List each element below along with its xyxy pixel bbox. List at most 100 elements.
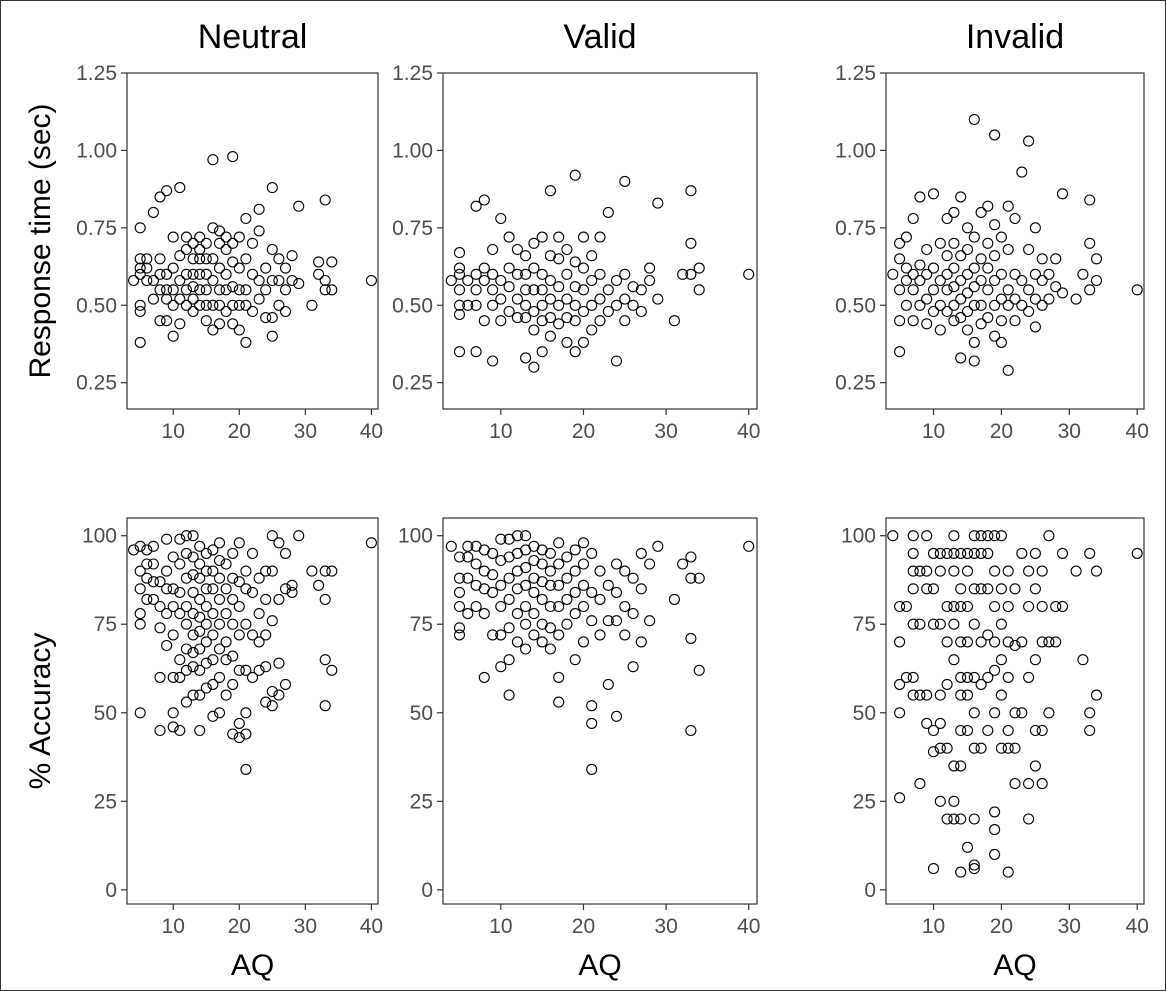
data-point bbox=[240, 253, 252, 265]
data-point bbox=[279, 284, 292, 296]
data-point bbox=[968, 618, 980, 630]
data-point bbox=[577, 600, 590, 613]
data-point bbox=[1016, 299, 1028, 311]
data-point bbox=[921, 243, 933, 256]
data-point bbox=[594, 231, 606, 243]
data-point bbox=[194, 664, 206, 676]
data-point bbox=[1023, 305, 1035, 318]
data-point bbox=[174, 671, 186, 683]
data-point bbox=[948, 262, 960, 274]
data-point bbox=[286, 579, 298, 591]
data-point bbox=[520, 284, 532, 296]
data-point bbox=[194, 558, 206, 570]
data-point bbox=[1036, 636, 1048, 648]
data-point bbox=[627, 661, 639, 673]
data-point bbox=[194, 689, 206, 701]
data-point bbox=[174, 250, 186, 262]
x-tick-label: 20 bbox=[572, 420, 595, 443]
data-point bbox=[1023, 778, 1035, 790]
data-point bbox=[561, 243, 573, 256]
data-point bbox=[594, 315, 606, 327]
data-point bbox=[561, 336, 573, 348]
data-point bbox=[511, 293, 523, 305]
panel-valid-rt: 10 20 30 40 0.25 0.50 0.75 1.00 1.25 Valid bbox=[392, 18, 760, 443]
data-point bbox=[161, 565, 173, 577]
data-point bbox=[180, 530, 192, 542]
data-point bbox=[693, 262, 705, 274]
data-point bbox=[968, 355, 980, 367]
data-point bbox=[167, 231, 179, 243]
data-point bbox=[154, 315, 166, 327]
data-point bbox=[187, 530, 199, 542]
data-point bbox=[511, 530, 523, 542]
data-point bbox=[161, 284, 173, 296]
data-point bbox=[200, 583, 212, 595]
data-point bbox=[453, 247, 466, 259]
data-point bbox=[961, 243, 974, 256]
data-point bbox=[266, 530, 278, 542]
data-point bbox=[487, 243, 499, 256]
data-point bbox=[240, 618, 252, 630]
data-point bbox=[147, 274, 159, 287]
data-point bbox=[233, 231, 245, 243]
data-point bbox=[147, 576, 159, 588]
data-point bbox=[561, 293, 573, 305]
data-point bbox=[619, 565, 631, 577]
data-point bbox=[1084, 724, 1096, 737]
data-point bbox=[528, 586, 540, 598]
data-point bbox=[266, 330, 278, 342]
data-point bbox=[240, 212, 252, 225]
data-point bbox=[319, 194, 331, 206]
data-point bbox=[544, 185, 556, 197]
data-point bbox=[553, 537, 565, 549]
data-point bbox=[1029, 583, 1041, 595]
data-point bbox=[743, 268, 755, 280]
data-point bbox=[528, 237, 540, 249]
x-tick-label: 10 bbox=[489, 420, 512, 443]
y-tick-label: 75 bbox=[410, 613, 433, 636]
x-tick-label: 20 bbox=[990, 915, 1013, 938]
data-point bbox=[569, 586, 581, 598]
data-point bbox=[586, 299, 598, 311]
plot-frame bbox=[885, 517, 1145, 905]
data-point bbox=[677, 268, 689, 280]
data-point bbox=[693, 284, 705, 296]
data-point bbox=[266, 700, 278, 712]
data-point bbox=[240, 565, 252, 577]
data-point bbox=[213, 284, 226, 296]
data-point bbox=[180, 243, 192, 256]
data-point bbox=[286, 274, 298, 287]
y-tick-label: 0 bbox=[421, 879, 433, 902]
data-point bbox=[887, 268, 899, 280]
data-point bbox=[462, 572, 474, 584]
data-point bbox=[594, 565, 606, 577]
y-tick-label: 1.00 bbox=[392, 139, 433, 162]
data-point bbox=[134, 608, 146, 620]
data-point bbox=[644, 615, 656, 627]
data-point bbox=[1002, 636, 1014, 648]
data-point bbox=[174, 558, 186, 570]
data-point bbox=[495, 315, 507, 327]
data-point bbox=[1050, 636, 1062, 648]
data-point bbox=[260, 629, 272, 641]
data-point bbox=[561, 551, 573, 563]
data-point bbox=[610, 615, 623, 627]
data-point bbox=[147, 293, 159, 305]
data-point bbox=[495, 533, 507, 545]
data-point bbox=[995, 336, 1007, 348]
panel-invalid-accuracy: 10 20 30 40 0 25 50 75 100 AQ bbox=[841, 517, 1149, 982]
x-tick-label: 30 bbox=[1058, 420, 1081, 443]
data-point bbox=[174, 724, 186, 737]
data-point bbox=[134, 565, 146, 577]
data-point bbox=[907, 565, 919, 577]
data-point bbox=[968, 113, 980, 126]
data-point bbox=[961, 841, 974, 853]
data-point bbox=[1070, 293, 1082, 305]
data-point bbox=[207, 583, 219, 595]
data-point bbox=[894, 707, 906, 719]
data-point bbox=[948, 530, 960, 542]
data-point bbox=[1009, 583, 1021, 595]
data-point bbox=[487, 268, 499, 280]
data-point bbox=[536, 284, 548, 296]
